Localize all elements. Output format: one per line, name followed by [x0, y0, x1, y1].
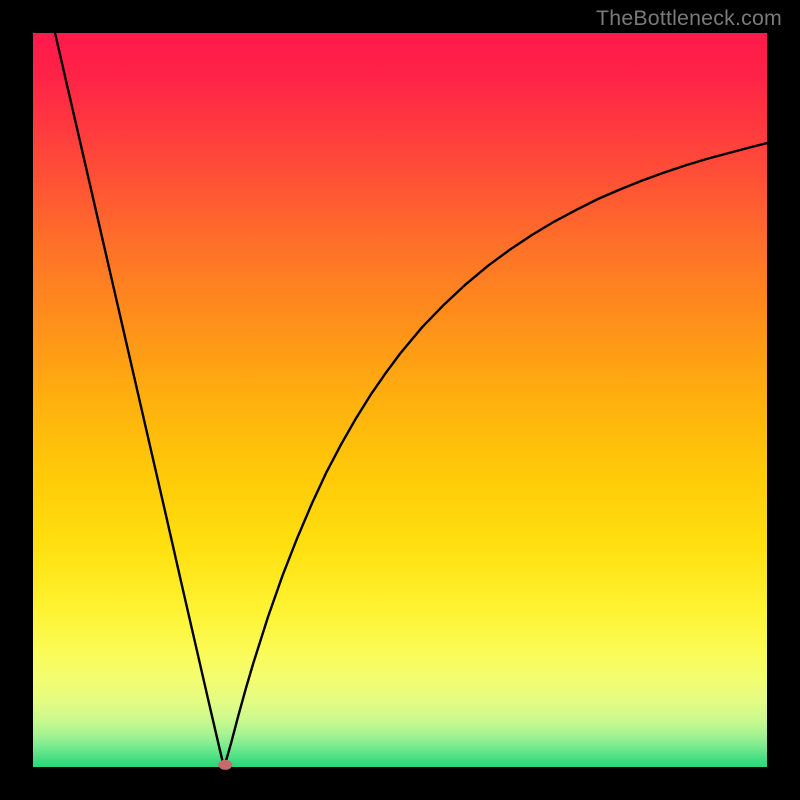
chart-frame: TheBottleneck.com [0, 0, 800, 800]
plot-background-gradient [33, 33, 767, 767]
min-point-marker [218, 760, 232, 770]
chart-svg [0, 0, 800, 800]
watermark-text: TheBottleneck.com [596, 6, 782, 31]
